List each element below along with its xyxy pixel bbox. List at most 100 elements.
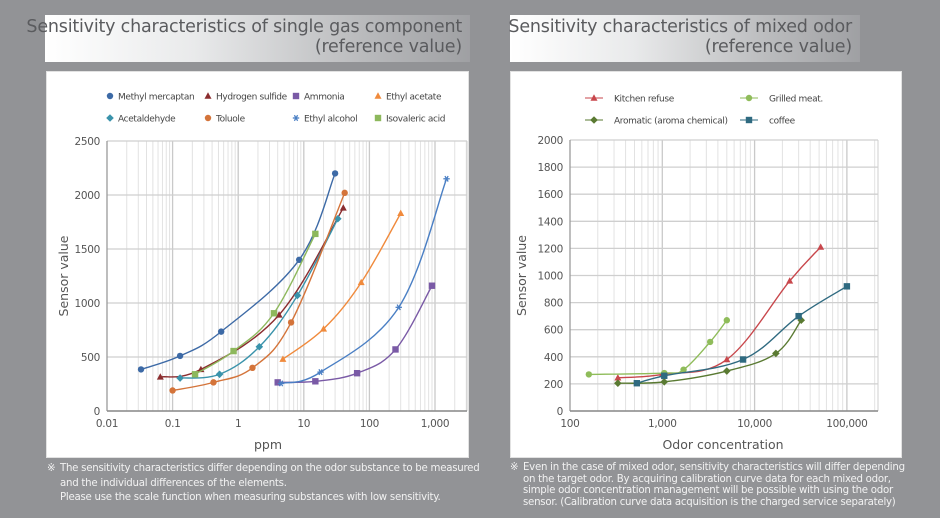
legend-marker — [292, 92, 300, 100]
series-line — [636, 285, 848, 384]
legend-item-aromatic-aroma-chemical: Aromatic (aroma chemical) — [585, 116, 728, 127]
data-point — [312, 378, 319, 385]
data-point — [274, 379, 281, 386]
single-gas-chart: 0 500 1000 1500 2000 2500 0.01 0.1 1 10 100 1,000 pp… — [56, 92, 468, 452]
legend-label: Ethyl acetate — [386, 93, 442, 103]
data-point — [739, 356, 747, 363]
x-axis-label: Odor concentration — [662, 437, 783, 452]
data-point — [614, 379, 622, 388]
legend-marker — [204, 114, 212, 122]
x-axis-label: ppm — [254, 437, 282, 452]
legend-item-ethyl-alcohol: Ethyl alcohol — [292, 114, 358, 125]
legend-marker — [292, 114, 300, 122]
data-point — [723, 367, 731, 375]
series-line — [194, 233, 316, 375]
series-coffee — [633, 283, 851, 387]
right-chart-title: Sensitivity characteristics of mixed odo… — [508, 17, 852, 37]
data-point — [341, 189, 348, 197]
x-tick-label: 10,000 — [737, 418, 772, 430]
series-line — [280, 178, 448, 385]
legend-label: Ethyl alcohol — [304, 115, 357, 125]
y-axis-label: Sensor value — [514, 235, 529, 316]
mixed-odor-chart: 0 200 400 600 800 1000 1200 1400 1600 1800 2000 100… — [514, 94, 879, 452]
legend-item-coffee: coffee — [740, 117, 796, 127]
asterisk-stroke — [396, 304, 401, 311]
y-tick-label: 2500 — [74, 136, 100, 148]
y-tick-label: 1600 — [537, 189, 563, 201]
legend-item-toluole: Toluole — [204, 114, 246, 125]
legend-marker — [374, 92, 382, 99]
x-tick-label: 1 — [235, 418, 241, 430]
legend-marker — [590, 94, 598, 101]
legend-marker — [374, 114, 382, 122]
legend-label: Hydrogen sulfide — [216, 93, 288, 103]
y-tick-label: 600 — [544, 325, 563, 337]
asterisk-stroke — [278, 380, 284, 387]
footnote-line: Even in the case of mixed odor, sensitiv… — [523, 462, 905, 473]
data-point — [795, 312, 802, 320]
data-point — [137, 366, 145, 373]
y-tick-label: 1400 — [537, 216, 563, 228]
legend-label: coffee — [769, 117, 796, 127]
asterisk-stroke — [318, 369, 323, 376]
x-tick-label: 100,000 — [826, 418, 867, 430]
legend-label: Methyl mercaptan — [118, 93, 194, 103]
data-point — [706, 338, 714, 346]
series-kitchen-refuse — [614, 243, 825, 381]
legend-item-grilled-meat: Grilled meat. — [740, 95, 823, 105]
data-point — [772, 349, 780, 358]
data-point — [797, 316, 806, 325]
y-tick-label: 0 — [94, 406, 100, 418]
footnote-line: Please use the scale function when measu… — [60, 492, 441, 503]
footnote-line: The sensitivity characteristics differ d… — [60, 463, 480, 474]
legend-item-methyl-mercaptan: Methyl mercaptan — [106, 92, 195, 103]
data-point — [210, 379, 217, 386]
x-tick-label: 10 — [297, 418, 310, 430]
legend-item-isovaleric-acid: Isovaleric acid — [374, 114, 446, 125]
y-tick-label: 800 — [544, 298, 563, 310]
legend: Kitchen refuse Grilled meat. Aromatic (aro… — [585, 94, 823, 127]
data-point — [191, 371, 199, 378]
y-tick-label: 2000 — [537, 135, 563, 147]
data-point — [723, 355, 731, 363]
data-point — [169, 387, 176, 394]
series-line — [172, 192, 346, 392]
y-axis-label: Sensor value — [56, 235, 71, 316]
y-tick-label: 2000 — [74, 190, 100, 202]
legend-marker — [106, 92, 114, 100]
mixed-odor-footnote: ※ Even in the case of mixed odor, sensiti… — [510, 462, 930, 508]
legend-label: Kitchen refuse — [614, 95, 675, 105]
series-line — [140, 173, 336, 371]
legend-item-hydrogen-sulfide: Hydrogen sulfide — [204, 92, 288, 103]
data-point — [277, 380, 285, 387]
x-tick-label: 100 — [560, 418, 579, 430]
y-tick-label: 1200 — [537, 243, 563, 255]
series-ammonia — [274, 282, 436, 386]
y-tick-label: 400 — [544, 352, 563, 364]
single-gas-footnote: ※ The sensitivity characteristics differ … — [47, 463, 487, 507]
y-tick-label: 1000 — [537, 271, 563, 283]
legend-marker — [106, 114, 114, 122]
legend-item-kitchen-refuse: Kitchen refuse — [585, 94, 675, 105]
footnote-line: and the individual differences of the el… — [60, 477, 287, 489]
legend: Methyl mercaptan Hydrogen sulfide Ammonia E… — [106, 92, 446, 125]
right-chart-subtitle: (reference value) — [704, 37, 852, 57]
footnote-line: sensor. (Calibration curve data acquisit… — [523, 496, 896, 508]
y-tick-label: 1000 — [74, 298, 100, 310]
footnote-mark: ※ — [47, 463, 56, 474]
single-gas-chart-panel: 0 500 1000 1500 2000 2500 0.01 0.1 1 10 100 1,000 pp… — [46, 71, 469, 458]
data-point — [614, 374, 622, 381]
data-point — [443, 175, 450, 182]
data-point — [331, 170, 339, 177]
x-tick-label: 1,000 — [648, 418, 677, 430]
data-point — [320, 325, 328, 332]
right-chart-title-band: Sensitivity characteristics of mixed odo… — [508, 15, 860, 62]
series-methyl-mercaptan — [137, 170, 339, 373]
data-point — [339, 204, 347, 211]
x-tick-label: 0.1 — [165, 418, 181, 430]
grid — [107, 140, 468, 412]
legend-label: Ammonia — [304, 93, 344, 103]
data-point — [817, 243, 825, 250]
legend-marker — [590, 116, 598, 124]
data-point — [312, 230, 319, 238]
